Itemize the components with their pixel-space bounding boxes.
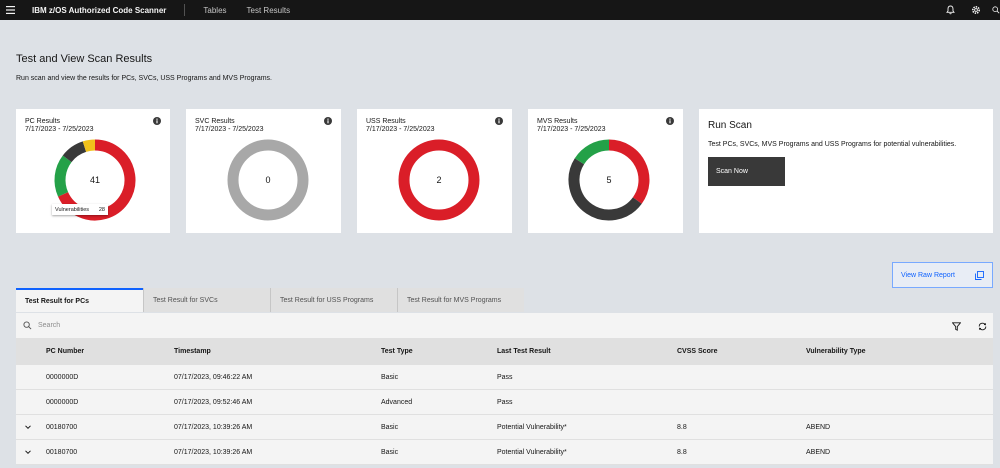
cell-test-type: Basic bbox=[381, 448, 399, 456]
nav-link-tables[interactable]: Tables bbox=[203, 5, 227, 15]
cell-timestamp: 07/17/2023, 09:52:46 AM bbox=[174, 398, 253, 406]
donut-total: 5 bbox=[606, 175, 611, 185]
donut-segment-vulnerabilities[interactable] bbox=[608, 139, 650, 204]
info-icon[interactable] bbox=[153, 117, 161, 125]
run-scan-card: Run Scan Test PCs, SVCs, MVS Programs an… bbox=[699, 109, 993, 233]
cell-pc-number: 0000000D bbox=[46, 398, 79, 406]
card-date-range: 7/17/2023 - 7/25/2023 bbox=[537, 126, 606, 133]
info-icon[interactable] bbox=[495, 117, 503, 125]
donut-total: 41 bbox=[90, 175, 100, 185]
table-toolbar: Search bbox=[16, 313, 993, 338]
cell-timestamp: 07/17/2023, 10:39:26 AM bbox=[174, 448, 253, 456]
search-icon[interactable] bbox=[992, 0, 1000, 20]
column-header-timestamp[interactable]: Timestamp bbox=[174, 348, 211, 355]
info-icon[interactable] bbox=[324, 117, 332, 125]
column-header-cvss-score[interactable]: CVSS Score bbox=[677, 348, 718, 355]
filter-icon[interactable] bbox=[949, 319, 963, 333]
table-header-row: PC Number Timestamp Test Type Last Test … bbox=[16, 338, 993, 365]
cell-timestamp: 07/17/2023, 10:39:26 AM bbox=[174, 423, 253, 431]
app-title[interactable]: IBM z/OS Authorized Code Scanner bbox=[32, 5, 167, 15]
cell-last-test-result: Pass bbox=[497, 373, 513, 381]
cell-pc-number: 00180700 bbox=[46, 423, 78, 431]
cell-test-type: Basic bbox=[381, 423, 399, 431]
cell-last-test-result: Potential Vulnerability* bbox=[497, 448, 567, 456]
cell-timestamp: 07/17/2023, 09:46:22 AM bbox=[174, 373, 253, 381]
copy-icon bbox=[975, 271, 984, 280]
donut-segment-warning[interactable] bbox=[82, 139, 96, 152]
cell-last-test-result: Pass bbox=[497, 398, 513, 406]
view-raw-report-label: View Raw Report bbox=[901, 271, 955, 279]
donut-total: 2 bbox=[436, 175, 441, 185]
donut-segment-vulnerabilities[interactable] bbox=[398, 139, 480, 221]
tab-uss-programs[interactable]: Test Result for USS Programs bbox=[270, 288, 397, 312]
expand-row-chevron-icon[interactable] bbox=[24, 415, 32, 439]
column-header-last-test-result[interactable]: Last Test Result bbox=[497, 348, 551, 355]
svc-results-card: SVC Results 7/17/2023 - 7/25/2023 0 bbox=[186, 109, 341, 233]
mvs-results-card: MVS Results 7/17/2023 - 7/25/2023 5 bbox=[528, 109, 683, 233]
table-row[interactable]: 0000000D 07/17/2023, 09:46:22 AM Basic P… bbox=[16, 365, 993, 390]
scan-now-button[interactable]: Scan Now bbox=[708, 157, 785, 186]
results-table: PC Number Timestamp Test Type Last Test … bbox=[16, 338, 993, 465]
svc-results-donut[interactable]: 0 bbox=[224, 136, 312, 224]
uss-results-donut[interactable]: 2 bbox=[395, 136, 483, 224]
column-header-vulnerability-type[interactable]: Vulnerability Type bbox=[806, 348, 866, 355]
table-row[interactable]: 00180700 07/17/2023, 10:39:26 AM Basic P… bbox=[16, 440, 993, 465]
card-date-range: 7/17/2023 - 7/25/2023 bbox=[25, 126, 94, 133]
donut-segment-pass[interactable] bbox=[54, 155, 72, 197]
run-scan-title: Run Scan bbox=[708, 120, 752, 131]
tab-mvs-programs[interactable]: Test Result for MVS Programs bbox=[397, 288, 524, 312]
cell-vulnerability-type: ABEND bbox=[806, 423, 831, 431]
column-header-test-type[interactable]: Test Type bbox=[381, 348, 413, 355]
card-title: USS Results bbox=[366, 118, 406, 125]
donut-segment-other[interactable] bbox=[62, 141, 87, 163]
table-row[interactable]: 0000000D 07/17/2023, 09:52:46 AM Advance… bbox=[16, 390, 993, 415]
tab-pcs[interactable]: Test Result for PCs bbox=[16, 288, 143, 312]
card-title: PC Results bbox=[25, 118, 61, 125]
uss-results-card: USS Results 7/17/2023 - 7/25/2023 2 bbox=[357, 109, 512, 233]
refresh-icon[interactable] bbox=[975, 319, 989, 333]
notification-icon[interactable] bbox=[940, 0, 960, 20]
top-header: IBM z/OS Authorized Code Scanner Tables … bbox=[0, 0, 1000, 20]
expand-row-chevron-icon[interactable] bbox=[24, 440, 32, 464]
cell-vulnerability-type: ABEND bbox=[806, 448, 831, 456]
card-date-range: 7/17/2023 - 7/25/2023 bbox=[366, 126, 435, 133]
header-divider bbox=[184, 4, 186, 16]
search-input[interactable]: Search bbox=[38, 322, 61, 329]
cell-pc-number: 0000000D bbox=[46, 373, 79, 381]
column-header-pc-number[interactable]: PC Number bbox=[46, 348, 85, 355]
cell-pc-number: 00180700 bbox=[46, 448, 78, 456]
result-tabs: Test Result for PCs Test Result for SVCs… bbox=[16, 288, 524, 312]
donut-total: 0 bbox=[265, 175, 270, 185]
cell-cvss-score: 8.8 bbox=[677, 448, 687, 456]
info-icon[interactable] bbox=[666, 117, 674, 125]
nav-link-test-results[interactable]: Test Results bbox=[246, 5, 291, 15]
card-title: MVS Results bbox=[537, 118, 578, 125]
donut-segment-other[interactable] bbox=[568, 158, 642, 221]
donut-segment-pass[interactable] bbox=[574, 139, 610, 165]
card-title: SVC Results bbox=[195, 118, 235, 125]
view-raw-report-button[interactable]: View Raw Report bbox=[892, 262, 993, 288]
cell-test-type: Advanced bbox=[381, 398, 413, 406]
mvs-results-donut[interactable]: 5 bbox=[565, 136, 653, 224]
menu-icon[interactable] bbox=[0, 0, 20, 20]
settings-icon[interactable] bbox=[966, 0, 986, 20]
card-date-range: 7/17/2023 - 7/25/2023 bbox=[195, 126, 264, 133]
cell-last-test-result: Potential Vulnerability* bbox=[497, 423, 567, 431]
cell-cvss-score: 8.8 bbox=[677, 423, 687, 431]
run-scan-description: Test PCs, SVCs, MVS Programs and USS Pro… bbox=[708, 141, 957, 148]
search-icon bbox=[23, 321, 32, 330]
page-subtitle: Run scan and view the results for PCs, S… bbox=[16, 75, 272, 82]
tooltip-value: 28 bbox=[98, 206, 105, 213]
table-row[interactable]: 00180700 07/17/2023, 10:39:26 AM Basic P… bbox=[16, 415, 993, 440]
tooltip-label: Vulnerabilities bbox=[55, 206, 90, 213]
tab-svcs[interactable]: Test Result for SVCs bbox=[143, 288, 270, 312]
donut-segment-none[interactable] bbox=[227, 139, 309, 221]
cell-test-type: Basic bbox=[381, 373, 399, 381]
chart-tooltip: Vulnerabilities 28 bbox=[52, 204, 108, 215]
page-title: Test and View Scan Results bbox=[16, 53, 153, 65]
